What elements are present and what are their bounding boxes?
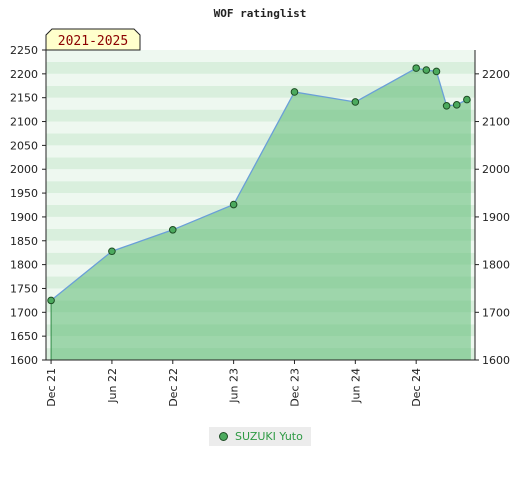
data-point (229, 200, 238, 209)
x-axis: Dec 21 Jun 22 Dec 22 Jun 23 Dec 23 Jun 24 Dec … (45, 360, 423, 407)
y-tick-label-left: 1800 (10, 259, 38, 272)
y-tick-label-right: 2000 (482, 163, 510, 176)
data-point (47, 296, 55, 305)
data-point (168, 226, 177, 234)
y-tick-label-left: 1700 (10, 306, 38, 319)
data-point (290, 88, 299, 96)
background-band (46, 145, 475, 158)
y-axis-right: 1600 1700 1800 1900 2000 2100 2200 (475, 68, 510, 367)
background-band (46, 61, 475, 74)
y-tick-label-left: 2050 (10, 139, 38, 152)
rating-area-fill (51, 68, 471, 360)
chart-title: WOF ratinglist (214, 7, 307, 20)
x-tick-label: Dec 21 (45, 368, 58, 407)
data-point (351, 98, 360, 106)
y-tick-label-left: 2150 (10, 92, 38, 105)
background-band (46, 97, 475, 110)
legend-series-name: SUZUKI Yuto (235, 430, 303, 443)
x-tick-label: Jun 22 (106, 368, 119, 404)
data-point (463, 95, 471, 104)
period-badge-label: 2021-2025 (58, 34, 128, 49)
x-tick-label: Dec 23 (288, 368, 301, 407)
data-points (47, 64, 471, 305)
x-tick-label: Jun 23 (228, 368, 241, 404)
data-point (452, 101, 461, 109)
y-tick-label-left: 1750 (10, 282, 38, 295)
period-badge-shape (45, 28, 141, 51)
data-point (422, 66, 431, 74)
background-band (46, 85, 475, 98)
y-axis-left: 1600 1650 1700 1750 1800 1850 1900 1950 2000 2050… (10, 44, 46, 367)
data-point (442, 102, 451, 110)
y-tick-label-left: 2100 (10, 116, 38, 129)
data-point (108, 247, 116, 256)
y-tick-label-right: 2100 (482, 116, 510, 129)
y-tick-label-left: 1950 (10, 187, 38, 200)
y-tick-label-right: 1600 (482, 354, 510, 367)
y-tick-label-left: 1650 (10, 330, 38, 343)
y-tick-label-right: 1800 (482, 259, 510, 272)
axes (45, 50, 476, 361)
y-tick-label-right: 2200 (482, 68, 510, 81)
background-band (46, 121, 475, 134)
background-band (46, 109, 475, 122)
x-tick-label: Jun 24 (349, 368, 362, 404)
x-tick-label: Dec 24 (410, 368, 423, 407)
y-tick-label-left: 2200 (10, 68, 38, 81)
legend: SUZUKI Yuto (209, 427, 311, 446)
legend-marker (219, 432, 228, 441)
y-tick-label-left: 2250 (10, 44, 38, 57)
background-band (46, 73, 475, 86)
y-tick-label-right: 1900 (482, 211, 510, 224)
y-tick-label-left: 1850 (10, 235, 38, 248)
data-point (412, 64, 420, 72)
period-badge: 2021-2025 (45, 28, 141, 51)
data-point (432, 67, 441, 76)
background-band (46, 133, 475, 146)
y-tick-label-left: 2000 (10, 163, 38, 176)
y-tick-label-right: 1700 (482, 306, 510, 319)
x-tick-label: Dec 22 (167, 368, 180, 407)
y-tick-label-left: 1600 (10, 354, 38, 367)
y-tick-label-left: 1900 (10, 211, 38, 224)
background-band (46, 50, 475, 62)
